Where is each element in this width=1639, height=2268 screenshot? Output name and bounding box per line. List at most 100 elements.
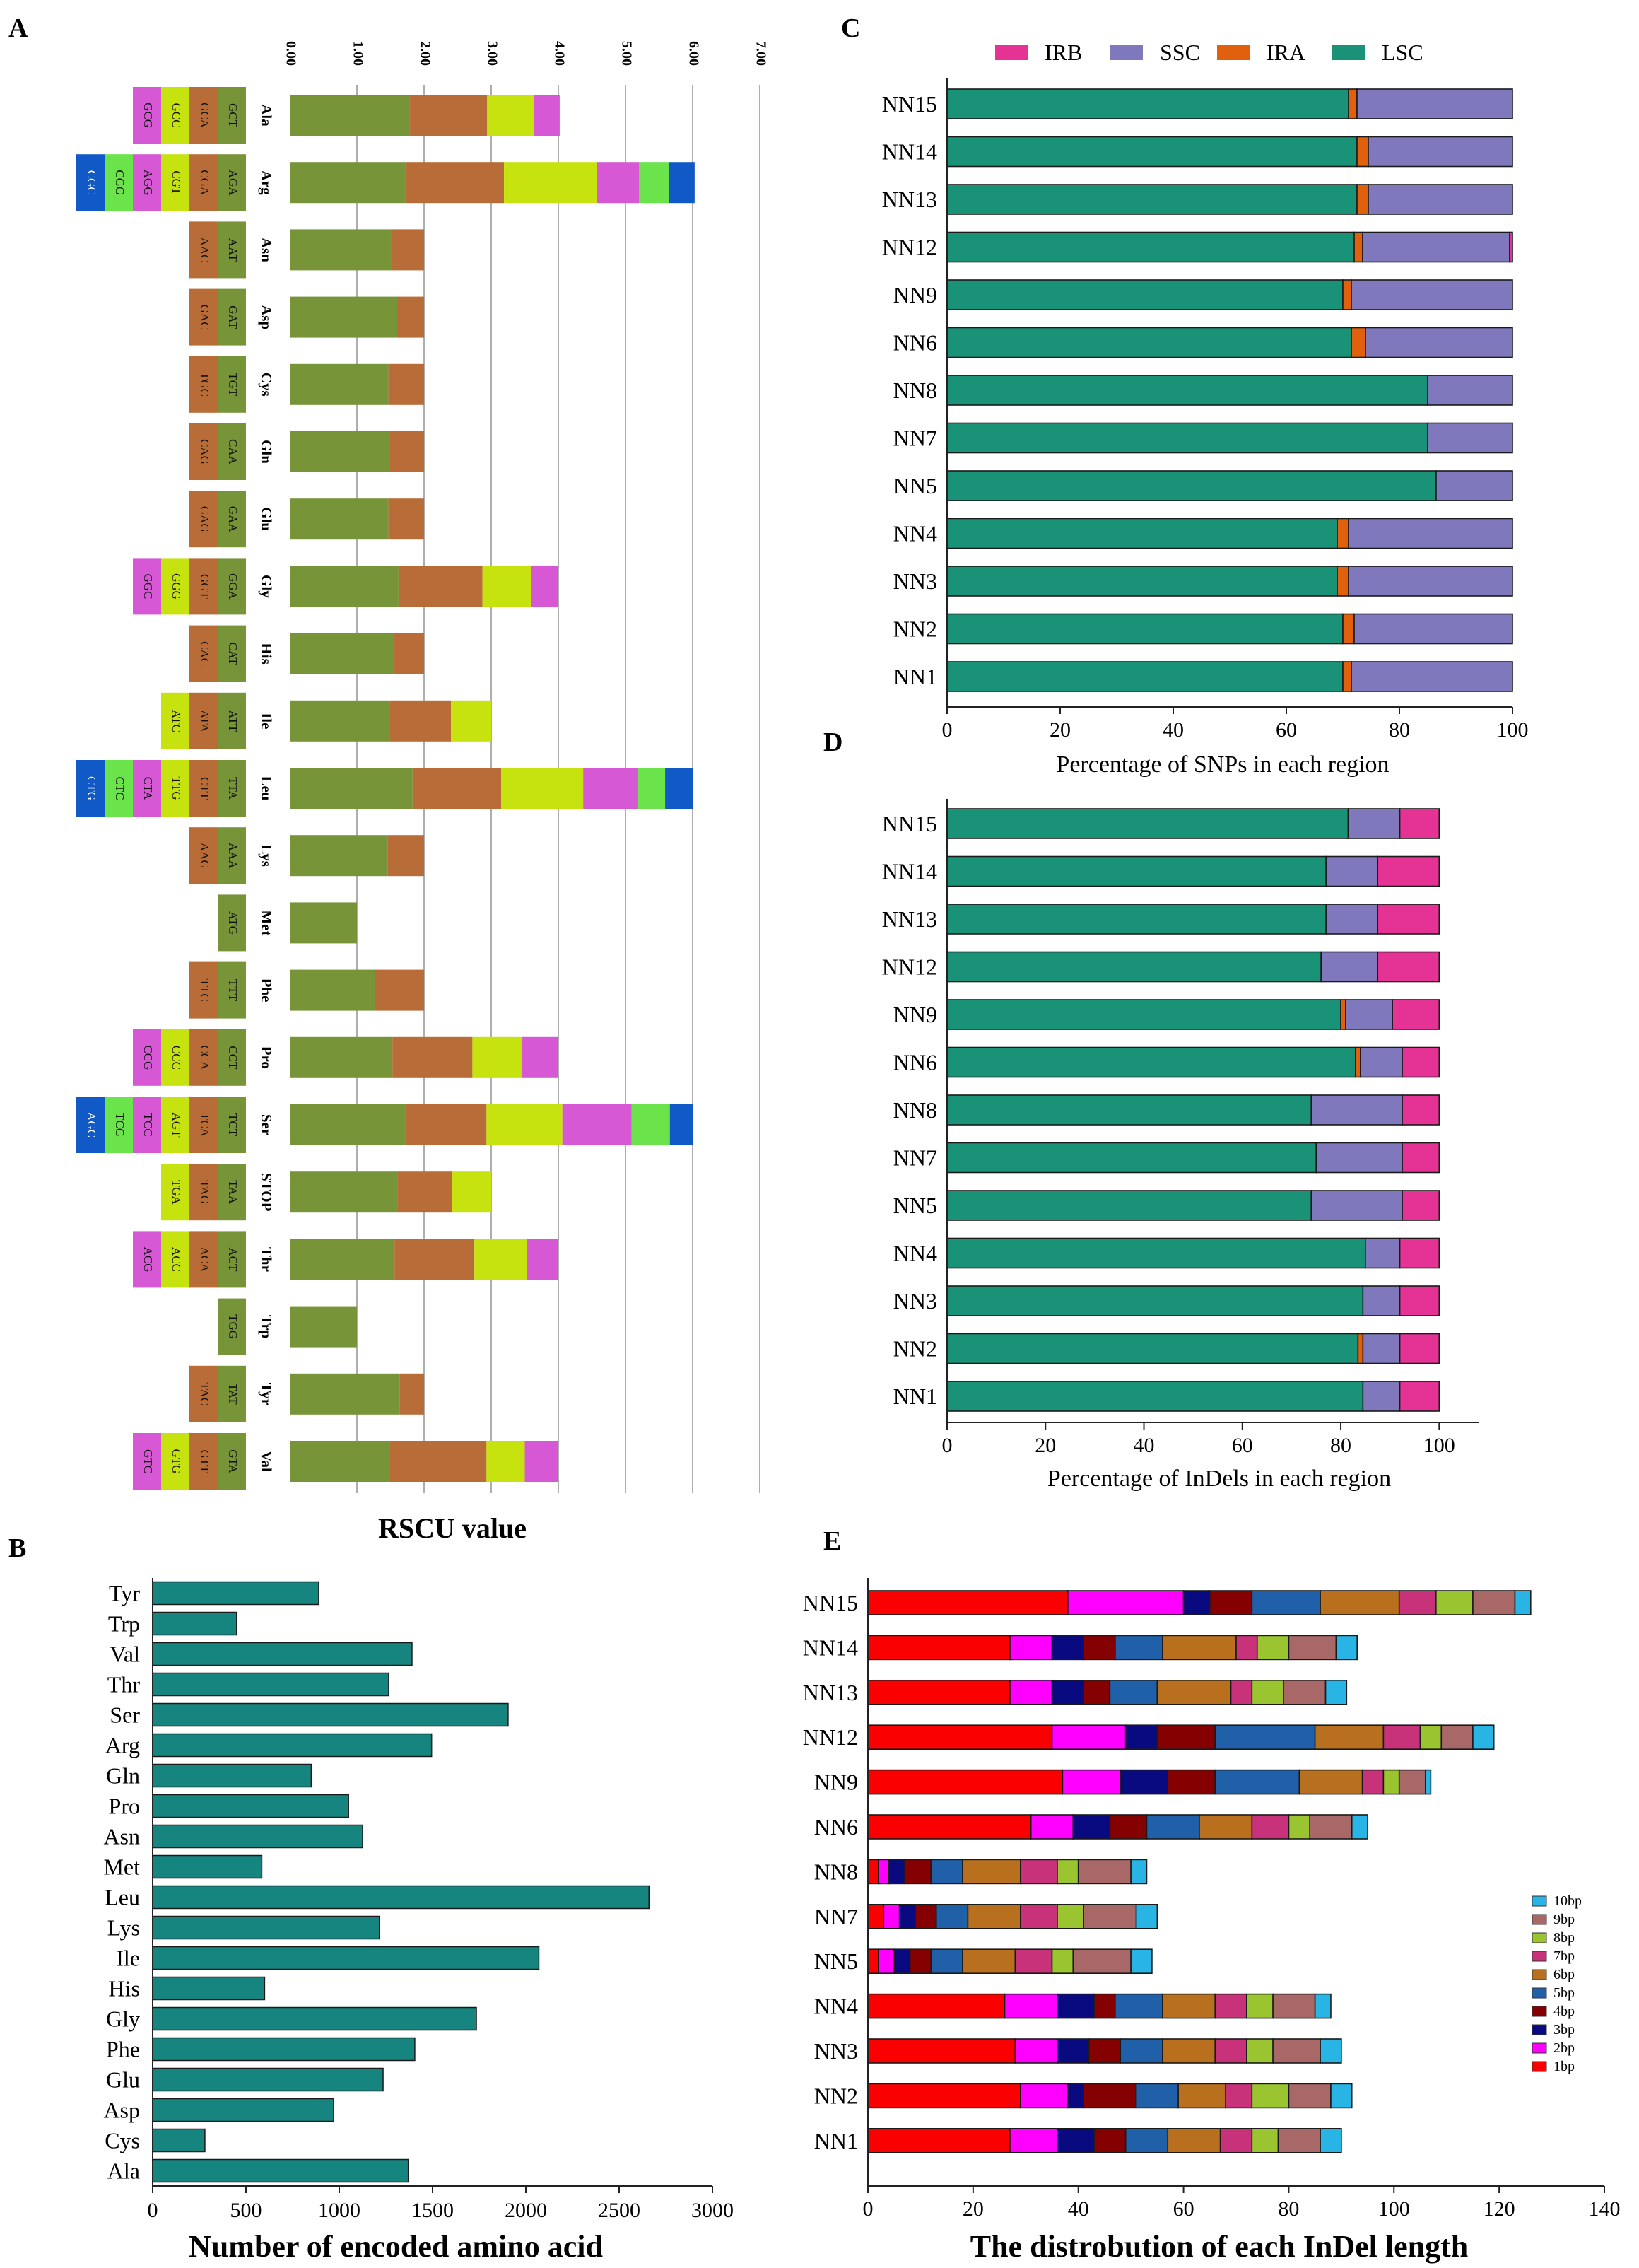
codon-label: TCT: [226, 1113, 240, 1137]
stacked-bar-segment: [946, 1190, 1312, 1221]
stacked-bar-segment: [1342, 279, 1352, 310]
codon-label: CCA: [198, 1045, 211, 1070]
stacked-bar-segment: [1251, 1590, 1321, 1615]
rscu-bar-segment: [394, 1239, 475, 1280]
amino-acid-label: Tyr: [258, 1383, 275, 1405]
codon-label: GGC: [141, 573, 155, 599]
stacked-bar-segment: [1014, 2038, 1058, 2064]
codon-box: [76, 760, 105, 817]
amino-acid-label: Leu: [258, 776, 275, 800]
rscu-bar-segment: [290, 1104, 406, 1145]
stacked-bar-segment: [1020, 2083, 1069, 2109]
rscu-bar-segment: [399, 1373, 424, 1415]
rscu-bar-segment: [290, 431, 390, 472]
codon-label: TCC: [141, 1113, 155, 1136]
stacked-bar-segment: [1214, 1993, 1247, 2019]
codon-box: [189, 625, 218, 682]
category-label: NN14: [882, 859, 937, 884]
category-label: NN13: [882, 906, 937, 932]
amino-acid-label: Asp: [258, 305, 275, 329]
tick-label: 3.00: [484, 41, 500, 66]
tick-label: 20: [1050, 718, 1071, 742]
stacked-bar-segment: [883, 1904, 900, 1929]
stacked-bar-segment: [904, 1859, 932, 1885]
codon-label: CGT: [170, 170, 183, 195]
panel-label-b: B: [8, 1533, 26, 1563]
stacked-bar-segment: [1325, 855, 1379, 887]
tick-label: 7.00: [753, 41, 768, 66]
amino-acid-label: Ser: [258, 1114, 275, 1135]
legend-label: 7bp: [1553, 1948, 1575, 1964]
tick-label: 500: [230, 2199, 262, 2222]
codon-box: [189, 87, 218, 144]
stacked-bar-segment: [909, 1948, 932, 1974]
stacked-bar-segment: [946, 422, 1428, 454]
stacked-bar-segment: [1353, 613, 1513, 645]
codon-box: [133, 1433, 161, 1490]
codon-box: [133, 1097, 161, 1153]
rscu-bar-segment: [472, 1036, 522, 1078]
rscu-bar-segment: [387, 835, 424, 877]
codon-label: GGT: [198, 574, 211, 600]
panel-label-e: E: [823, 1526, 841, 1556]
amino-acid-label: Ile: [258, 713, 275, 729]
stacked-bar-segment: [1402, 1094, 1440, 1126]
category-label: Leu: [105, 1885, 140, 1910]
x-axis-title: Number of encoded amino acid: [189, 2229, 603, 2264]
category-label: Thr: [107, 1672, 141, 1697]
stacked-bar-segment: [946, 1237, 1366, 1269]
stacked-bar-segment: [962, 1948, 1016, 1974]
codon-label: GAG: [198, 506, 211, 532]
stacked-bar-segment: [1057, 1904, 1084, 1929]
codon-box: [189, 558, 218, 615]
codon-box: [218, 760, 246, 817]
codon-box: [161, 1231, 189, 1288]
codon-box: [76, 1097, 105, 1153]
rscu-bar-segment: [290, 1373, 400, 1415]
stacked-bar-segment: [1288, 1635, 1337, 1661]
rscu-bar-segment: [665, 768, 693, 809]
tick-label: 80: [1389, 718, 1410, 742]
stacked-bar-segment: [1435, 470, 1513, 501]
codon-label: CAT: [226, 643, 240, 666]
stacked-bar-segment: [1314, 1993, 1332, 2019]
codon-box: [218, 1231, 246, 1288]
category-label: Phe: [106, 2037, 140, 2062]
count-bar: [152, 1672, 389, 1697]
codon-label: TAA: [226, 1180, 240, 1204]
stacked-bar-segment: [893, 1948, 911, 1974]
count-bar: [152, 2128, 206, 2153]
stacked-bar-segment: [946, 1381, 1364, 1412]
codon-label: GTC: [141, 1449, 155, 1473]
codon-label: AGT: [170, 1113, 183, 1138]
count-bar: [152, 2006, 477, 2031]
stacked-bar-segment: [898, 1904, 916, 1929]
stacked-bar-segment: [1214, 1769, 1300, 1795]
stacked-bar-segment: [1382, 1769, 1400, 1795]
stacked-bar-segment: [1051, 1635, 1084, 1661]
rscu-bar-segment: [451, 700, 491, 742]
legend-label: 6bp: [1553, 1967, 1575, 1982]
rscu-bar-segment: [486, 1104, 563, 1145]
stacked-bar-segment: [1330, 2083, 1353, 2109]
codon-label: GCT: [226, 103, 240, 128]
stacked-bar-segment: [915, 1904, 937, 1929]
codon-label: GCG: [141, 103, 155, 128]
rscu-bar-segment: [290, 969, 375, 1011]
stacked-bar-segment: [1214, 1724, 1316, 1750]
tick-label: 3000: [691, 2199, 734, 2222]
codon-label: AGA: [226, 170, 240, 197]
rscu-bar-segment: [474, 1239, 527, 1280]
category-label: NN6: [814, 1814, 858, 1840]
codon-box: [189, 221, 218, 279]
stacked-bar-segment: [1162, 1993, 1216, 2019]
rscu-bar-segment: [375, 969, 424, 1011]
stacked-bar-segment: [1135, 2083, 1179, 2109]
rscu-bar-segment: [290, 633, 394, 674]
stacked-bar-segment: [1009, 1635, 1053, 1661]
stacked-bar-segment: [1115, 1993, 1163, 2019]
stacked-bar-segment: [1020, 1859, 1058, 1885]
category-label: Trp: [108, 1611, 140, 1637]
codon-label: ATT: [226, 710, 240, 732]
codon-box: [218, 827, 246, 884]
